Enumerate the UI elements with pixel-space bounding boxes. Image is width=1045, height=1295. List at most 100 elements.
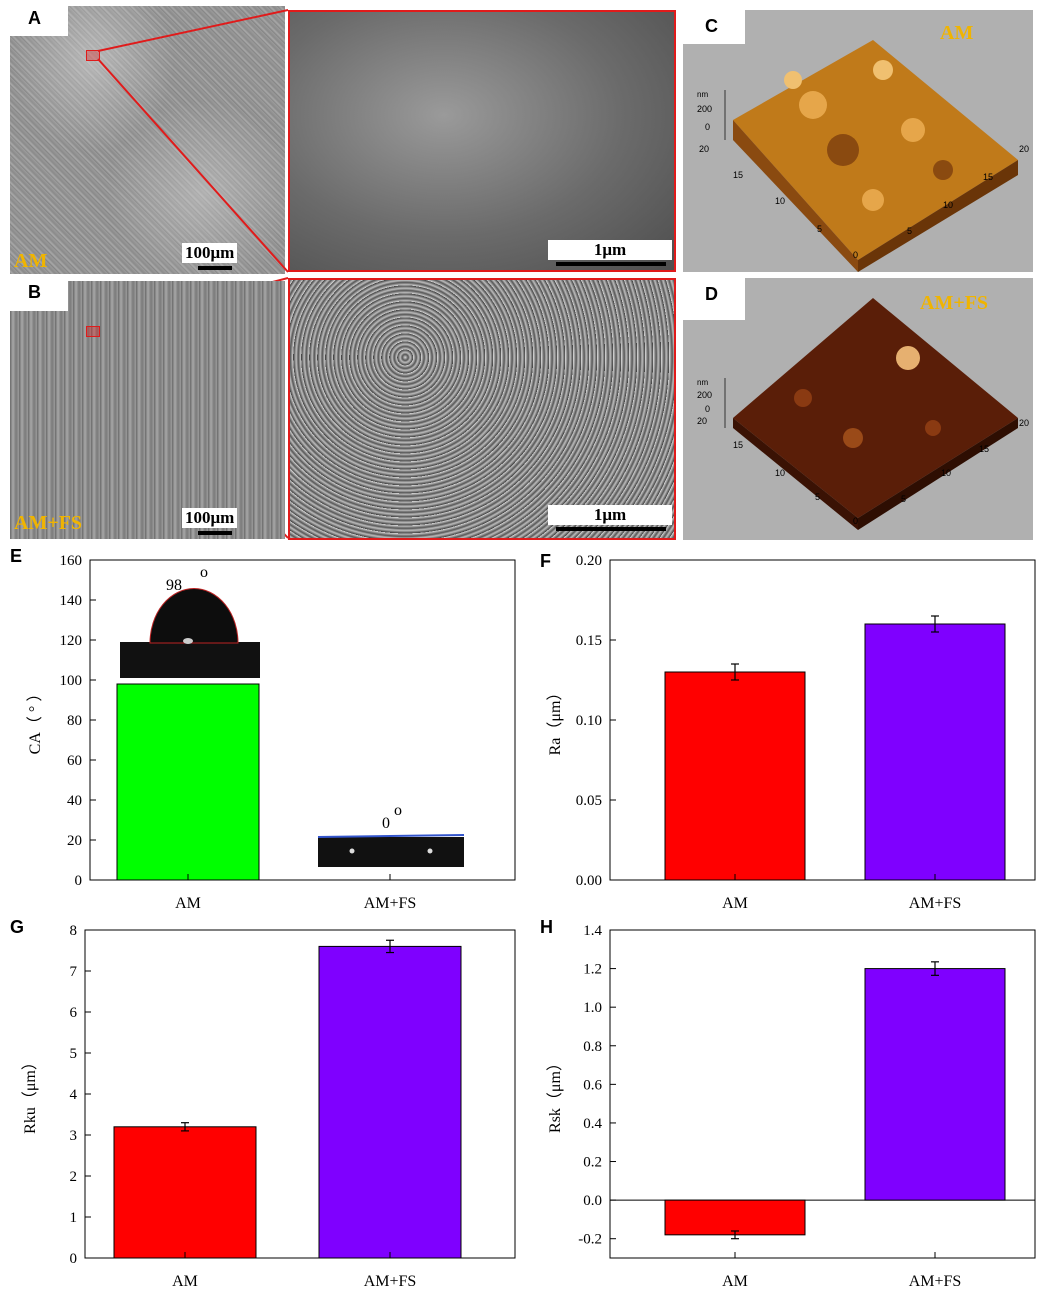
afm-x-tick-c-5: 5 [907, 226, 913, 236]
afm-y-tick-c-5: 5 [817, 224, 823, 234]
afm-x-tick-c-10: 10 [943, 200, 954, 210]
afm-image-am-fs: nm 200 0 20 15 10 5 0 20 15 10 5 [683, 278, 1033, 540]
y-tick-label-f: 0.00 [576, 873, 602, 889]
y-tick-label-f: 0.10 [576, 713, 602, 729]
afm-y-tick-c-0: 0 [853, 250, 859, 260]
afm-z-tick-c-200: 200 [697, 104, 713, 114]
afm-x-tick-d-15: 15 [979, 444, 990, 454]
afm-y-tick-d-20: 20 [697, 416, 708, 426]
y-tick-label-h: 0.8 [583, 1039, 602, 1055]
x-tick-label-f: AM+FS [909, 895, 962, 912]
droplet-am [149, 588, 239, 644]
afm-y-tick-c-20: 20 [699, 144, 710, 154]
chart-rsk: -0.2 0.0 0.2 0.4 0.6 0.8 1.0 1.2 1.4 AM AM+FS Rsk（μ… [546, 923, 1036, 1290]
afm-y-tick-d-5: 5 [815, 492, 821, 502]
droplet-spot-am-fs [427, 848, 433, 854]
y-axis-label-g: Rku（μm） [21, 1054, 39, 1134]
y-tick-label-g: 8 [70, 923, 78, 939]
angle-degree-am: o [200, 564, 208, 581]
panel-letter-a: A [10, 6, 68, 36]
y-tick-label-g: 5 [70, 1046, 78, 1062]
scale-label-a: 100μm [182, 243, 238, 263]
zoom-region-marker-b [86, 326, 100, 337]
x-tick-label-g: AM [172, 1273, 198, 1290]
scale-label-b: 100μm [182, 508, 238, 528]
panel-letter-f: F [540, 551, 551, 571]
bar-g-am-fs [318, 945, 462, 1259]
afm-z-tick-c-0: 0 [705, 122, 711, 132]
droplet-film-am-fs [317, 834, 465, 838]
y-tick-label-e: 20 [67, 833, 82, 849]
y-tick-label-h: 1.0 [583, 1000, 602, 1016]
chart-rku: 0 1 2 3 4 5 6 7 8 AM AM+FS Rku（μm） [21, 923, 516, 1290]
afm-image-am: nm 200 0 20 15 10 5 0 20 15 10 5 [683, 10, 1033, 272]
y-tick-label-g: 0 [70, 1251, 78, 1267]
y-tick-label-f: 0.20 [576, 553, 602, 569]
afm-z-tick-d-0: 0 [705, 404, 711, 414]
afm-surface-am-fs [724, 298, 1018, 530]
afm-y-tick-d-0: 0 [853, 516, 859, 526]
scale-bar-a [198, 266, 232, 270]
bar-h-am-fs [864, 968, 1006, 1201]
afm-x-tick-c-20: 20 [1019, 144, 1030, 154]
y-tick-label-g: 3 [70, 1128, 78, 1144]
panel-letter-b: B [10, 281, 68, 311]
plot-frame-h [609, 929, 1036, 1259]
bar-f-am-fs [864, 623, 1006, 881]
sem-label-am-fs: AM+FS [14, 512, 83, 534]
y-tick-label-f: 0.15 [576, 633, 602, 649]
scale-bar-b [198, 531, 232, 535]
x-tick-label-f: AM [722, 895, 748, 912]
panel-letter-g: G [10, 917, 25, 937]
droplet-inset-am-fs [318, 837, 464, 867]
zoom-region-marker-a [86, 50, 100, 61]
y-tick-label-g: 7 [70, 964, 78, 980]
y-tick-label-e: 160 [60, 553, 83, 569]
afm-label-am: AM [940, 22, 974, 44]
sem-label-am: AM [14, 250, 48, 272]
angle-annotation-am-fs: 0 [382, 815, 390, 832]
y-axis-label-f: Ra（μm） [546, 685, 564, 756]
x-tick-label-e: AM+FS [364, 895, 417, 912]
y-tick-label-e: 140 [60, 593, 83, 609]
x-tick-label-e: AM [175, 895, 201, 912]
bar-h-am [664, 1199, 806, 1236]
x-tick-label-h: AM [722, 1273, 748, 1290]
y-axis-label-e: CA（ ° ） [26, 686, 44, 755]
y-tick-label-h: 0.0 [583, 1193, 602, 1209]
afm-x-tick-c-15: 15 [983, 172, 994, 182]
y-tick-label-g: 2 [70, 1169, 78, 1185]
afm-surface-am [724, 40, 1018, 272]
y-tick-label-h: 1.2 [583, 962, 602, 978]
panel-letter-d: D [683, 278, 745, 320]
sem-zoom-image-am-fs [288, 278, 676, 540]
afm-y-tick-c-10: 10 [775, 196, 786, 206]
bar-g-am [113, 1126, 257, 1259]
y-tick-label-h: 1.4 [583, 923, 602, 939]
sem-image-am [10, 6, 285, 274]
afm-label-am-fs: AM+FS [920, 292, 989, 314]
zoom-scale-bar-a [556, 262, 666, 266]
y-axis-label-h: Rsk（μm） [546, 1055, 564, 1133]
y-tick-label-g: 1 [70, 1210, 78, 1226]
y-tick-label-e: 0 [75, 873, 83, 889]
afm-z-unit-c: nm [697, 90, 709, 99]
y-tick-label-g: 4 [70, 1087, 78, 1103]
y-tick-label-e: 120 [60, 633, 83, 649]
y-tick-label-f: 0.05 [576, 793, 602, 809]
droplet-inset-am [120, 642, 260, 678]
panel-letter-e: E [10, 546, 23, 566]
afm-x-tick-d-10: 10 [941, 468, 952, 478]
y-tick-label-h: 0.4 [583, 1116, 602, 1132]
droplet-highlight-am [183, 638, 193, 644]
y-tick-label-e: 40 [67, 793, 82, 809]
chart-ra: 0.00 0.05 0.10 0.15 0.20 AM AM+FS Ra（μm） [546, 553, 1036, 912]
panel-letter-h: H [540, 917, 553, 937]
afm-y-tick-d-10: 10 [775, 468, 786, 478]
zoom-scale-label-b: 1μm [548, 505, 672, 525]
afm-z-unit-d: nm [697, 378, 709, 387]
sem-image-am-fs [10, 281, 285, 539]
angle-annotation-am: 98 [166, 577, 182, 594]
bar-e-am [116, 683, 260, 881]
